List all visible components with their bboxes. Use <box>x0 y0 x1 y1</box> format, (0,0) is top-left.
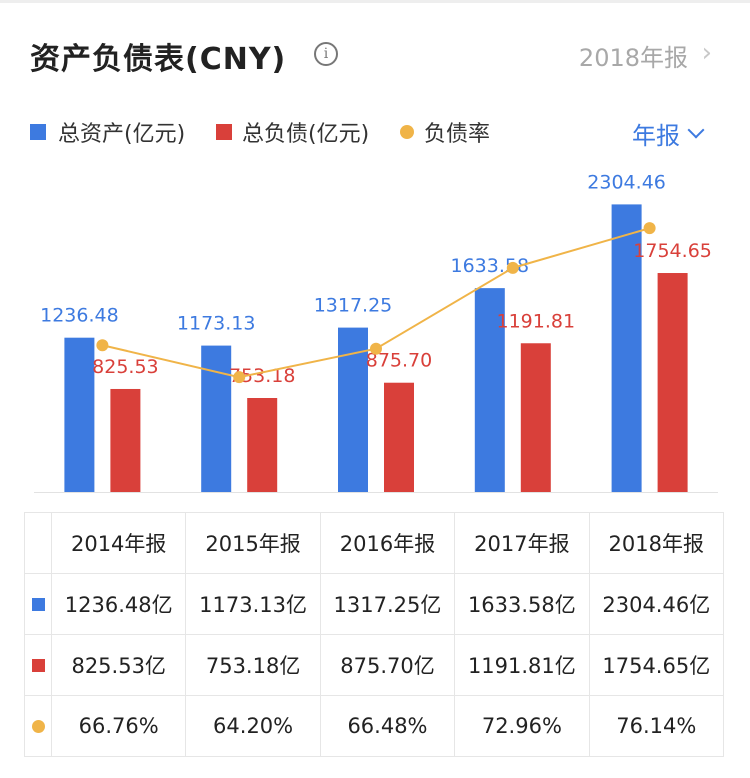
balance-sheet-chart: 1236.48 825.53 1173.13 753.18 1317.25 875.70 1… <box>34 171 718 493</box>
table-cell: 875.70亿 <box>319 634 456 696</box>
chevron-right-icon[interactable]: › <box>701 38 712 68</box>
top-divider <box>0 0 750 3</box>
debt-ratio-point <box>643 222 656 235</box>
square-marker-icon <box>31 659 45 672</box>
header: 资产负债表(CNY) i 2018年报 › <box>0 22 750 86</box>
table-cell: 66.48% <box>319 695 456 757</box>
bar-assets <box>611 204 642 493</box>
bar-assets <box>64 337 95 492</box>
table-header-cell: 2014年报 <box>50 512 187 574</box>
bar-liabilities <box>384 382 414 492</box>
debt-ratio-point <box>96 339 109 352</box>
frequency-selector[interactable]: 年报 <box>632 122 680 150</box>
table-cell: 2304.46亿 <box>588 573 725 635</box>
debt-ratio-point <box>233 371 246 384</box>
bar-liabilities <box>520 343 551 492</box>
bar-assets <box>474 288 505 492</box>
table-cell: 1633.58亿 <box>454 573 590 635</box>
data-label-liabilities: 875.70 <box>366 350 432 372</box>
row-marker-debt-ratio <box>24 695 52 757</box>
table-cell: 1191.81亿 <box>454 634 590 696</box>
table-cell: 1317.25亿 <box>319 573 456 635</box>
period-selector[interactable]: 2018年报 <box>578 44 688 72</box>
table-cell: 1236.48亿 <box>50 573 187 635</box>
table-cell: 72.96% <box>454 695 590 757</box>
table-cell: 1173.13亿 <box>185 573 321 635</box>
table-row-assets: 1236.48亿 1173.13亿 1317.25亿 1633.58亿 2304… <box>24 573 725 635</box>
debt-ratio-point <box>506 261 519 274</box>
table-header-cell: 2016年报 <box>319 512 456 574</box>
table-cell: 66.76% <box>50 695 187 757</box>
debt-ratio-point <box>370 342 382 355</box>
legend-swatch-liabilities <box>216 124 232 140</box>
data-label-liabilities: 1754.65 <box>633 240 712 262</box>
data-label-assets: 1317.25 <box>314 295 393 317</box>
bar-assets <box>201 345 232 492</box>
legend-label-assets: 总资产(亿元) <box>58 122 186 147</box>
bar-liabilities <box>247 398 278 492</box>
table-row-liabilities: 825.53亿 753.18亿 875.70亿 1191.81亿 1754.65… <box>24 634 725 696</box>
table-cell: 825.53亿 <box>50 634 187 696</box>
row-marker-liabilities <box>24 634 52 696</box>
table-cell: 76.14% <box>588 695 725 757</box>
table-header-cell: 2018年报 <box>588 512 725 574</box>
row-marker-assets <box>24 573 52 635</box>
dot-marker-icon <box>31 720 45 733</box>
table-cell: 64.20% <box>185 695 321 757</box>
table-corner <box>24 512 52 574</box>
data-table: 2014年报 2015年报 2016年报 2017年报 2018年报 1236.… <box>24 512 725 757</box>
data-label-assets: 2304.46 <box>587 171 666 193</box>
table-header-row: 2014年报 2015年报 2016年报 2017年报 2018年报 <box>24 512 725 574</box>
data-label-liabilities: 1191.81 <box>497 310 576 332</box>
data-label-assets: 1173.13 <box>177 313 256 335</box>
info-icon[interactable]: i <box>314 42 338 66</box>
table-header-cell: 2015年报 <box>185 512 321 574</box>
square-marker-icon <box>31 598 45 611</box>
page-title: 资产负债表(CNY) <box>30 42 287 77</box>
bar-liabilities <box>657 273 688 492</box>
bar-liabilities <box>110 388 141 492</box>
legend-swatch-assets <box>30 124 46 140</box>
data-label-assets: 1236.48 <box>40 305 119 327</box>
table-header-cell: 2017年报 <box>454 512 590 574</box>
legend-label-debt-ratio: 负债率 <box>424 122 491 147</box>
table-cell: 753.18亿 <box>185 634 321 696</box>
legend-label-liabilities: 总负债(亿元) <box>242 122 370 147</box>
data-label-liabilities: 753.18 <box>229 365 295 387</box>
table-cell: 1754.65亿 <box>588 634 725 696</box>
data-label-liabilities: 825.53 <box>92 356 158 378</box>
table-row-debt-ratio: 66.76% 64.20% 66.48% 72.96% 76.14% <box>24 695 725 757</box>
legend-swatch-debt-ratio <box>400 125 414 139</box>
